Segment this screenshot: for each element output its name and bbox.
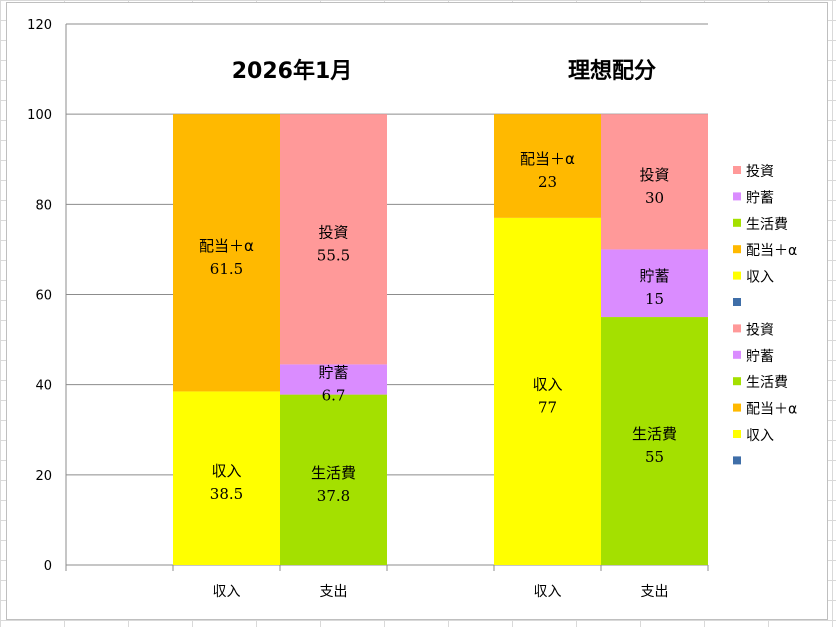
bar-segment[interactable]: [280, 364, 387, 395]
legend-label: 生活費: [746, 375, 788, 391]
legend-swatch: [733, 456, 741, 465]
legend-swatch: [733, 192, 741, 201]
category-label: 支出: [641, 584, 669, 600]
segment-label: 貯蓄: [318, 363, 348, 381]
segment-label: 生活費: [311, 464, 356, 482]
segment-value-label: 61.5: [210, 260, 243, 278]
category-label: 収入: [213, 584, 241, 600]
y-tick-label: 120: [27, 18, 52, 33]
segment-label: 貯蓄: [639, 267, 669, 285]
bar-segment[interactable]: [601, 114, 708, 250]
segment-value-label: 38.5: [210, 485, 243, 503]
segment-value-label: 55.5: [317, 246, 350, 264]
legend-label: 貯蓄: [746, 190, 774, 206]
legend-swatch: [733, 245, 741, 254]
bar-segment[interactable]: [173, 391, 280, 565]
legend-label: 配当＋α: [746, 243, 797, 259]
segment-label: 配当＋α: [199, 237, 254, 255]
segment-label: 収入: [211, 462, 241, 480]
group-title: 2026年1月: [232, 58, 353, 84]
bar-segment[interactable]: [494, 217, 601, 565]
segment-label: 投資: [318, 223, 348, 241]
legend-swatch: [733, 298, 741, 306]
legend-swatch: [733, 271, 741, 280]
legend-swatch: [733, 377, 741, 386]
y-tick-label: 100: [27, 108, 52, 123]
legend-label: 貯蓄: [746, 349, 774, 365]
legend-label: 配当＋α: [746, 402, 797, 418]
segment-value-label: 55: [645, 448, 664, 466]
category-label: 支出: [320, 584, 348, 600]
legend-label: 投資: [746, 322, 774, 338]
segment-label: 収入: [532, 375, 562, 393]
bar-segment[interactable]: [601, 317, 708, 565]
legend-swatch: [733, 324, 741, 333]
legend-swatch: [733, 218, 741, 227]
legend-swatch: [733, 430, 741, 438]
y-tick-label: 20: [35, 469, 52, 484]
y-tick-label: 0: [44, 559, 52, 574]
segment-value-label: 30: [645, 189, 664, 207]
segment-value-label: 23: [538, 173, 557, 191]
bar-segment[interactable]: [280, 114, 387, 365]
bar-segment[interactable]: [494, 114, 601, 218]
legend-swatch: [733, 166, 741, 174]
group-title: 理想配分: [568, 59, 656, 84]
y-tick-label: 80: [35, 198, 52, 213]
segment-value-label: 15: [645, 290, 664, 308]
bar-segment[interactable]: [601, 249, 708, 318]
bar-segment[interactable]: [280, 394, 387, 565]
bar-segment[interactable]: [173, 114, 280, 392]
segment-value-label: 37.8: [317, 487, 350, 505]
segment-value-label: 6.7: [322, 386, 346, 404]
segment-label: 生活費: [632, 425, 677, 443]
y-tick-label: 40: [35, 379, 52, 394]
segment-label: 投資: [639, 166, 669, 184]
legend-label: 投資: [746, 164, 774, 180]
legend-label: 収入: [746, 270, 774, 286]
legend-label: 収入: [746, 428, 774, 444]
segment-value-label: 77: [538, 398, 557, 416]
legend-label: 生活費: [746, 217, 788, 233]
y-tick-label: 60: [35, 289, 52, 304]
segment-label: 配当＋α: [520, 150, 575, 168]
category-label: 収入: [534, 584, 562, 600]
legend-swatch: [733, 350, 741, 359]
legend-swatch: [733, 403, 741, 412]
